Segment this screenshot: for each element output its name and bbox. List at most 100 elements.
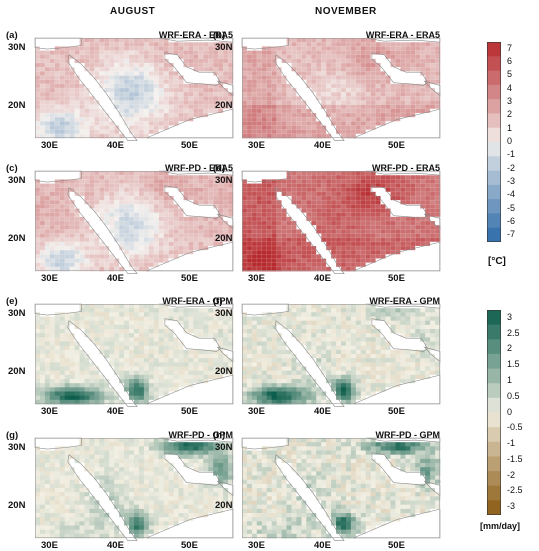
heatmap-cell	[351, 51, 356, 56]
heatmap-cell	[50, 175, 55, 180]
heatmap-cell	[361, 179, 366, 184]
heatmap-cell	[292, 113, 297, 118]
heatmap-cell	[89, 55, 94, 60]
heatmap-cell	[55, 358, 60, 363]
heatmap-cell	[85, 130, 90, 135]
column-title-november: NOVEMBER	[315, 6, 377, 17]
heatmap-cell	[188, 325, 193, 330]
heatmap-cell	[50, 117, 55, 122]
heatmap-cell	[356, 213, 361, 218]
heatmap-cell	[430, 92, 435, 97]
heatmap-cell	[306, 188, 311, 193]
heatmap-cell	[351, 80, 356, 85]
heatmap-cell	[129, 225, 134, 230]
heatmap-cell	[425, 96, 430, 101]
heatmap-cell	[179, 188, 184, 193]
heatmap-cell	[386, 175, 391, 180]
heatmap-cell	[164, 362, 169, 367]
heatmap-cell	[213, 263, 218, 268]
heatmap-cell	[366, 130, 371, 135]
heatmap-cell	[35, 254, 40, 259]
heatmap-cell	[139, 342, 144, 347]
heatmap-cell	[60, 101, 65, 106]
heatmap-cell	[129, 221, 134, 226]
heatmap-cell	[144, 263, 149, 268]
heatmap-cell	[242, 213, 247, 218]
heatmap-cell	[410, 259, 415, 264]
heatmap-cell	[40, 209, 45, 214]
heatmap-cell	[351, 130, 356, 135]
heatmap-cell	[257, 113, 262, 118]
heatmap-cell	[430, 259, 435, 264]
heatmap-cell	[94, 325, 99, 330]
heatmap-cell	[395, 217, 400, 222]
heatmap-cell	[316, 263, 321, 268]
heatmap-cell	[376, 225, 381, 230]
heatmap-cell	[99, 76, 104, 81]
heatmap-cell	[292, 242, 297, 247]
heatmap-cell	[75, 101, 80, 106]
heatmap-cell	[55, 246, 60, 251]
heatmap-cell	[203, 229, 208, 234]
heatmap-cell	[277, 234, 282, 239]
heatmap-cell	[326, 101, 331, 106]
heatmap-cell	[85, 396, 90, 401]
heatmap-cell	[139, 321, 144, 326]
heatmap-cell	[311, 126, 316, 131]
heatmap-cell	[282, 217, 287, 222]
heatmap-cell	[75, 200, 80, 205]
heatmap-cell	[336, 179, 341, 184]
heatmap-cell	[361, 88, 366, 93]
heatmap-cell	[257, 126, 262, 131]
heatmap-cell	[94, 383, 99, 388]
heatmap-cell	[193, 184, 198, 189]
heatmap-cell	[85, 367, 90, 372]
heatmap-cell	[272, 204, 277, 209]
heatmap-cell	[114, 263, 119, 268]
heatmap-cell	[154, 109, 159, 114]
heatmap-cell	[262, 209, 267, 214]
heatmap-cell	[139, 263, 144, 268]
map-heatmap	[242, 38, 440, 138]
heatmap-cell	[420, 88, 425, 93]
heatmap-cell	[75, 238, 80, 243]
heatmap-cell	[40, 105, 45, 110]
heatmap-cell	[169, 367, 174, 372]
heatmap-cell	[70, 304, 75, 309]
heatmap-cell	[40, 117, 45, 122]
heatmap-cell	[262, 242, 267, 247]
heatmap-cell	[149, 263, 154, 268]
heatmap-cell	[45, 101, 50, 106]
heatmap-cell	[400, 109, 405, 114]
heatmap-cell	[55, 242, 60, 247]
heatmap-cell	[277, 96, 282, 101]
heatmap-cell	[149, 387, 154, 392]
heatmap-cell	[213, 59, 218, 64]
heatmap-cell	[218, 246, 223, 251]
heatmap-cell	[198, 217, 203, 222]
heatmap-cell	[410, 59, 415, 64]
heatmap-cell	[134, 342, 139, 347]
heatmap-cell	[99, 80, 104, 85]
heatmap-cell	[124, 80, 129, 85]
heatmap-cell	[351, 209, 356, 214]
heatmap-cell	[296, 113, 301, 118]
heatmap-cell	[159, 242, 164, 247]
y-tick-label: 20N	[215, 100, 232, 111]
heatmap-cell	[184, 101, 189, 106]
heatmap-cell	[55, 101, 60, 106]
map-heatmap	[35, 171, 233, 271]
heatmap-cell	[188, 396, 193, 401]
heatmap-cell	[60, 105, 65, 110]
heatmap-cell	[139, 234, 144, 239]
heatmap-cell	[341, 71, 346, 76]
heatmap-cell	[336, 246, 341, 251]
heatmap-cell	[179, 196, 184, 201]
heatmap-cell	[65, 325, 70, 330]
heatmap-cell	[70, 92, 75, 97]
heatmap-cell	[70, 371, 75, 376]
heatmap-cell	[331, 84, 336, 89]
heatmap-cell	[85, 254, 90, 259]
heatmap-cell	[306, 71, 311, 76]
heatmap-cell	[139, 175, 144, 180]
